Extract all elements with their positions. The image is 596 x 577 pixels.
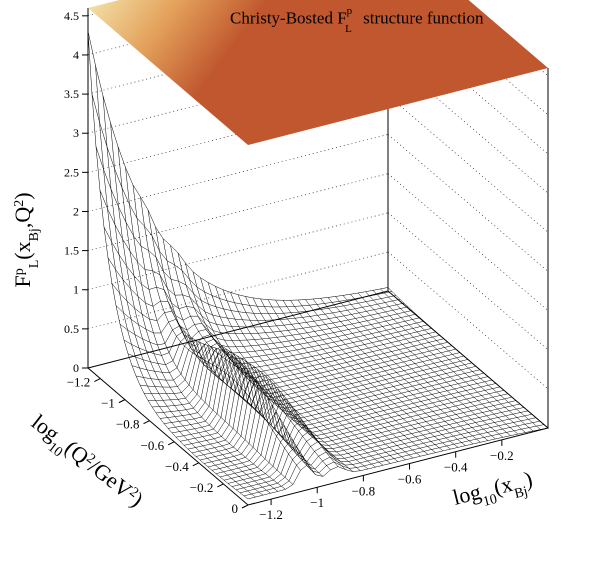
y-tick: [167, 441, 175, 446]
x-tick-label: −0.8: [352, 483, 376, 498]
mesh-line: [247, 427, 549, 500]
top-color-map: [88, 0, 548, 145]
x-axis-label: log10(xBj): [450, 466, 536, 516]
mesh-line: [159, 348, 461, 419]
mesh-line: [243, 424, 545, 497]
mesh-line: [111, 283, 413, 341]
mesh-line: [167, 352, 469, 429]
z-tick-label: 0: [73, 361, 79, 375]
mesh-line: [115, 305, 417, 348]
y-tick-label: −1: [101, 396, 115, 411]
mesh-line: [235, 417, 537, 490]
y-tick-label: 0: [232, 501, 239, 516]
x-tick-label: −0.6: [398, 472, 422, 487]
x-tick-label: −1: [310, 495, 324, 510]
y-tick-label: −0.6: [141, 438, 165, 453]
mesh-line: [127, 324, 429, 365]
mesh-line: [365, 291, 526, 433]
mesh-line: [163, 350, 465, 424]
top-colormap-fill: [88, 0, 548, 145]
floor-outline: [87, 290, 550, 506]
mesh-line: [203, 390, 505, 464]
mesh-line: [211, 396, 513, 471]
mesh-line: [187, 369, 489, 450]
x-tick-label: −1.2: [259, 507, 283, 522]
mesh-line: [380, 288, 541, 430]
mesh-line: [151, 345, 453, 408]
mesh-line: [147, 341, 449, 401]
mesh-line: [350, 294, 511, 436]
mesh-line: [215, 400, 517, 474]
mesh-line: [91, 94, 393, 308]
mesh-line: [207, 393, 509, 468]
mesh-line: [87, 31, 389, 301]
surface-mesh: [87, 31, 549, 500]
z-grid-line: [387, 173, 549, 311]
x-tick-label: −0.2: [490, 448, 514, 463]
mesh-line: [219, 403, 521, 478]
mesh-line: [275, 299, 436, 453]
mesh-line: [99, 190, 401, 321]
mesh-line: [195, 379, 497, 457]
mesh-line: [199, 385, 501, 461]
mesh-line: [95, 146, 397, 314]
z-axis-label: FpL(xBj,Q2): [10, 192, 42, 287]
mesh-line: [171, 354, 473, 434]
z-tick-label: 1: [73, 283, 79, 297]
mesh-line: [191, 374, 493, 454]
z-grid-line: [87, 134, 389, 212]
mesh-line: [131, 328, 433, 374]
z-tick-label: 2.5: [64, 165, 79, 179]
y-tick: [217, 483, 224, 488]
y-tick: [241, 504, 249, 509]
z-tick-label: 3.5: [64, 87, 79, 101]
y-tick-label: −0.2: [190, 480, 214, 495]
z-tick-label: 1.5: [64, 244, 79, 258]
z-tick-label: 2: [73, 204, 79, 218]
mesh-line: [357, 292, 519, 435]
chart-title: Christy-Bosted FpL structure function: [230, 5, 484, 36]
mesh-line: [231, 414, 533, 487]
z-grid-line: [387, 212, 549, 350]
y-tick: [192, 462, 199, 467]
x-tick-label: −0.4: [444, 460, 468, 475]
y-tick-label: −0.8: [116, 417, 140, 432]
z-tick-label: 0.5: [64, 322, 79, 336]
mesh-line: [227, 410, 529, 484]
mesh-line: [135, 331, 437, 381]
mesh-line: [179, 361, 481, 442]
mesh-line: [175, 357, 477, 438]
mesh-line: [139, 335, 441, 388]
z-grid-line: [387, 134, 549, 272]
y-tick-label: −0.4: [165, 459, 189, 474]
z-grid-line: [387, 95, 549, 233]
z-tick-label: 4: [73, 48, 79, 62]
z-grid-line: [87, 251, 389, 330]
mesh-line: [183, 364, 485, 446]
y-tick-label: −1.2: [67, 375, 91, 390]
mesh-line: [372, 290, 534, 432]
mesh-line: [320, 298, 481, 443]
mesh-line: [107, 257, 409, 334]
mesh-line: [162, 238, 324, 477]
mesh-line: [239, 420, 541, 494]
z-tick-label: 3: [73, 126, 79, 140]
y-tick: [118, 399, 126, 404]
y-tick: [143, 420, 150, 425]
mesh-line: [223, 407, 525, 481]
y-tick: [94, 378, 101, 382]
mesh-line: [155, 347, 457, 414]
mesh-line: [103, 226, 405, 328]
mesh-line: [123, 320, 425, 359]
mesh-line: [119, 317, 421, 354]
z-tick-label: 4.5: [64, 9, 79, 23]
z-grid-line: [87, 212, 389, 291]
mesh-line: [143, 338, 445, 395]
